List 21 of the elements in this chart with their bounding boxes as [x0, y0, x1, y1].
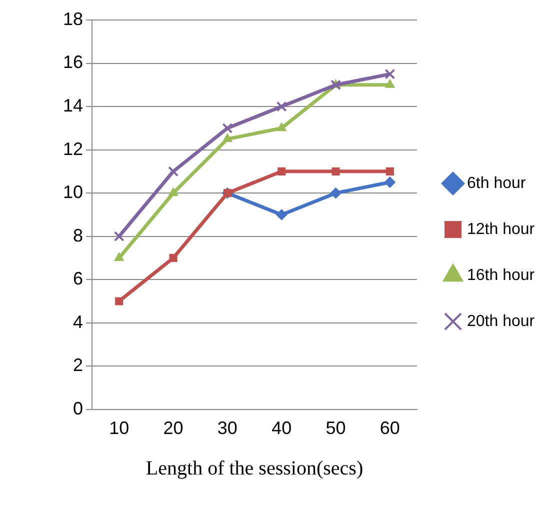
- y-tick-label: 8: [73, 225, 84, 246]
- y-tick-label: 4: [73, 312, 84, 332]
- x-tick-label: 60: [380, 418, 400, 438]
- x-tick-label: 10: [109, 418, 130, 438]
- x-tick-label: 30: [217, 418, 238, 438]
- y-tick-label: 12: [62, 138, 84, 159]
- x-tick-label: 20: [163, 418, 184, 438]
- legend-label: 6th hour: [467, 174, 526, 192]
- legend-label: 12th hour: [467, 220, 536, 238]
- x-tick-label: 50: [326, 418, 346, 438]
- y-tick-label: 18: [62, 8, 84, 29]
- y-tick-label: 14: [62, 96, 84, 116]
- legend-label: 16th hour: [467, 266, 536, 284]
- x-axis-title: Length of the session(secs): [146, 457, 364, 480]
- y-tick-label: 16: [62, 52, 84, 72]
- y-tick-label: 2: [73, 355, 84, 376]
- x-tick-label: 40: [272, 418, 292, 438]
- y-tick-label: 10: [62, 182, 84, 202]
- y-tick-label: 6: [73, 268, 84, 289]
- y-tick-label: 0: [73, 398, 84, 418]
- legend-label: 20th hour: [467, 312, 536, 330]
